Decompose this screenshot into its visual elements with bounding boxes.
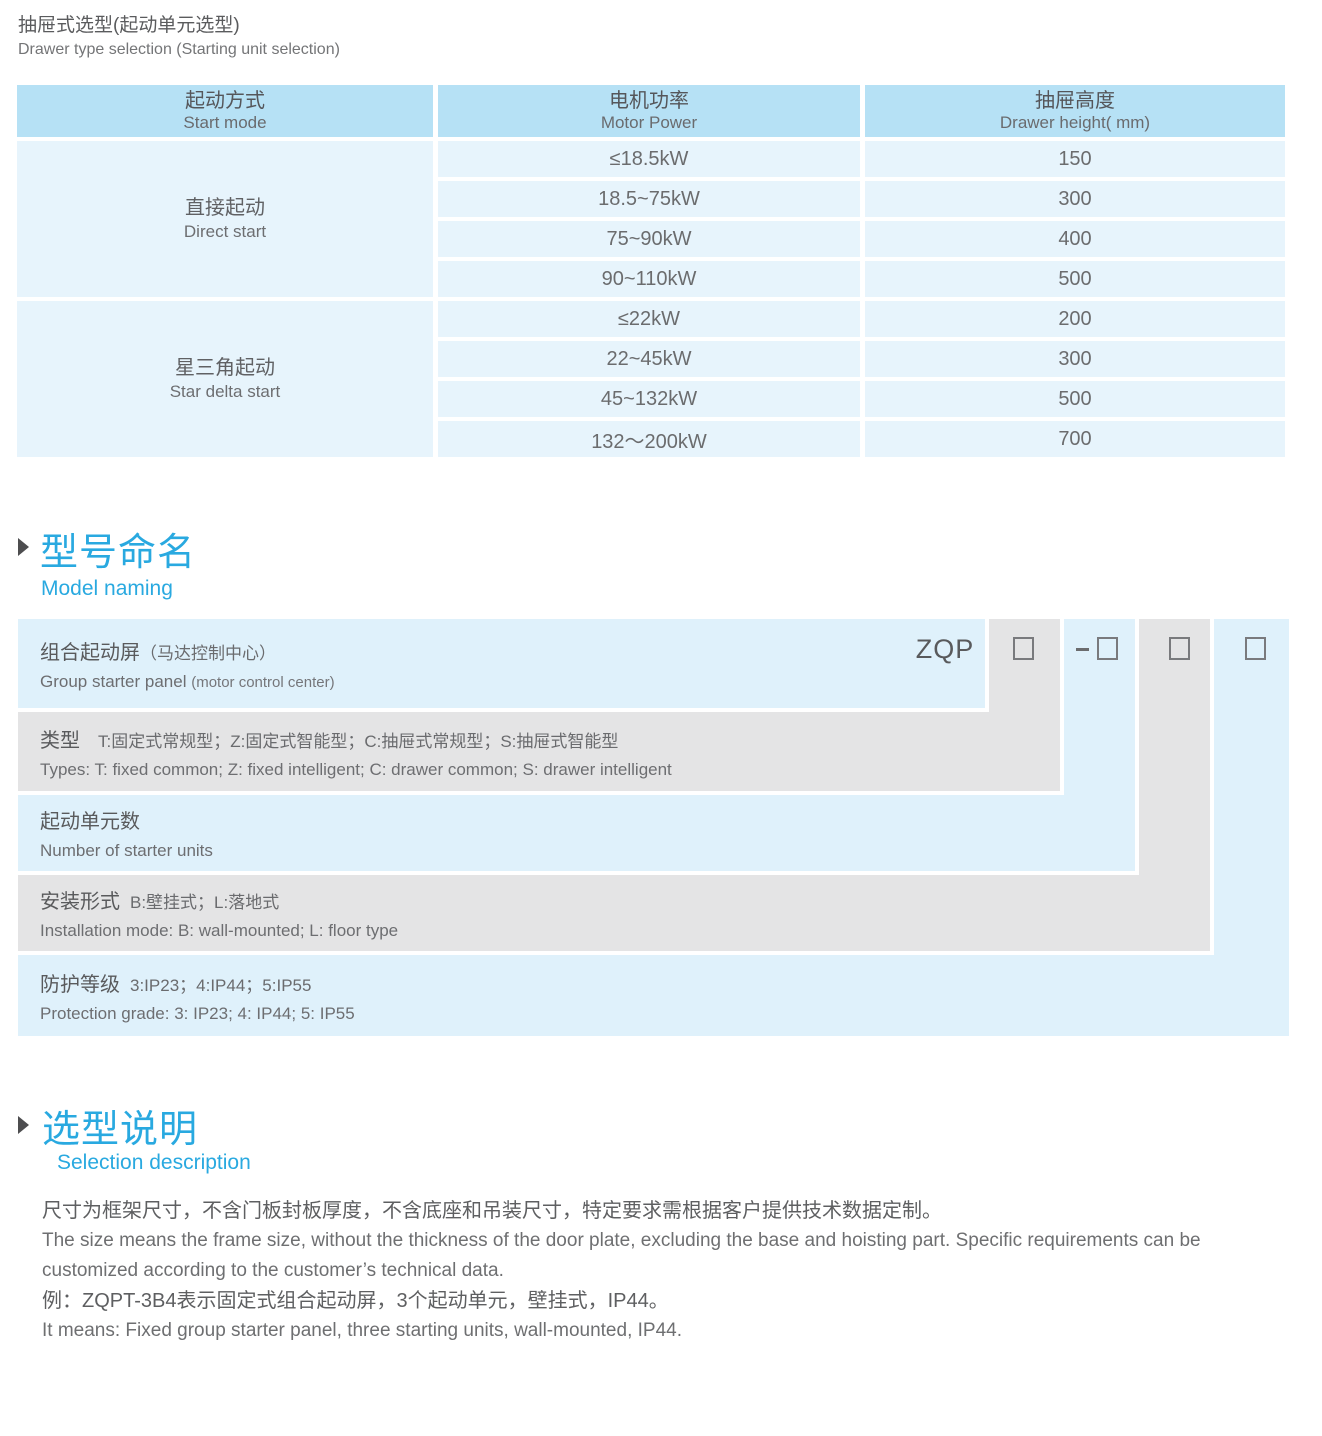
page-title-cn: 抽屉式选型(起动单元选型) xyxy=(18,15,240,36)
motor-power-cell: 132～200kW xyxy=(438,421,860,457)
naming-row-cn-sub: B:壁挂式；L:落地式 xyxy=(130,893,280,912)
drawer-height-cell: 500 xyxy=(865,381,1285,417)
col-header-motor-power: 电机功率 Motor Power xyxy=(438,85,860,137)
drawer-height-cell: 400 xyxy=(865,221,1285,257)
description-paragraph: It means: Fixed group starter panel, thr… xyxy=(42,1320,682,1341)
motor-power-cell: 45~132kW xyxy=(438,381,860,417)
description-paragraph: 例：ZQPT-3B4表示固定式组合起动屏，3个起动单元，壁挂式，IP44。 xyxy=(42,1290,669,1312)
drawer-height-cell: 300 xyxy=(865,341,1285,377)
motor-power-cell: ≤18.5kW xyxy=(438,141,860,177)
group-star-delta-start-en: Star delta start xyxy=(169,381,281,401)
naming-column-strip-protection xyxy=(1212,619,1289,1036)
naming-row-protection-grade: 防护等级 3:IP23；4:IP44；5:IP55 Protection grad… xyxy=(18,955,1289,1036)
naming-row-cn: 类型 T:固定式常规型；Z:固定式智能型；C:抽屉式常规型；S:抽屉式智能型 xyxy=(40,724,1062,753)
col-header-drawer-height-cn: 抽屉高度 xyxy=(1035,89,1115,112)
naming-row-cn: 组合起动屏（马达控制中心） xyxy=(40,636,987,665)
triangle-marker-icon xyxy=(18,538,29,556)
col-header-start-mode-en: Start mode xyxy=(183,112,267,132)
naming-row-starter-units: 起动单元数 Number of starter units xyxy=(18,795,1137,871)
naming-row-en-main: Group starter panel xyxy=(40,671,187,691)
group-direct-start-cn: 直接起动 xyxy=(185,196,265,219)
naming-row-cn-sub: T:固定式常规型；Z:固定式智能型；C:抽屉式常规型；S:抽屉式智能型 xyxy=(98,731,619,751)
drawer-height-cell: 200 xyxy=(865,301,1285,337)
col-header-drawer-height: 抽屉高度 Drawer height( mm) xyxy=(865,85,1285,137)
model-code-box-units xyxy=(1097,637,1118,660)
col-header-motor-power-cn: 电机功率 xyxy=(609,89,689,112)
naming-row-cn-main: 类型 xyxy=(40,729,80,752)
naming-row-en: Types: T: fixed common; Z: fixed intelli… xyxy=(40,759,672,779)
model-naming-heading-en: Model naming xyxy=(41,577,173,600)
motor-power-cell: 90~110kW xyxy=(438,261,860,297)
selection-description-heading-cn: 选型说明 xyxy=(42,1109,199,1151)
col-header-motor-power-en: Motor Power xyxy=(600,112,698,132)
strip-divider xyxy=(985,619,989,712)
col-header-start-mode-cn: 起动方式 xyxy=(185,89,265,112)
model-code-dash xyxy=(1076,648,1089,651)
model-code-box-type xyxy=(1013,637,1034,660)
naming-column-strip-type xyxy=(987,619,1062,791)
naming-row-cn: 起动单元数 xyxy=(40,811,140,833)
motor-power-cell: 18.5~75kW xyxy=(438,181,860,217)
strip-divider xyxy=(1135,619,1139,875)
model-naming-heading-cn: 型号命名 xyxy=(40,532,197,574)
naming-row-cn-sub: （马达控制中心） xyxy=(140,643,276,663)
motor-power-cell: ≤22kW xyxy=(438,301,860,337)
drawer-height-cell: 700 xyxy=(865,421,1285,457)
model-code-prefix: ZQP xyxy=(915,634,975,664)
naming-row-en: Number of starter units xyxy=(40,841,213,860)
naming-row-en: Protection grade: 3: IP23; 4: IP44; 5: I… xyxy=(40,1003,355,1023)
group-direct-start-en: Direct start xyxy=(183,221,267,241)
naming-row-en: Installation mode: B: wall-mounted; L: f… xyxy=(40,921,399,940)
drawer-height-cell: 500 xyxy=(865,261,1285,297)
drawer-height-cell: 300 xyxy=(865,181,1285,217)
description-paragraph: 尺寸为框架尺寸，不含门板封板厚度，不含底座和吊装尺寸，特定要求需根据客户提供技术… xyxy=(42,1200,942,1222)
naming-column-strip-installation xyxy=(1137,619,1212,950)
group-star-delta-start: 星三角起动 Star delta start xyxy=(17,301,433,457)
naming-row-en-sub: (motor control center) xyxy=(191,673,335,691)
col-header-start-mode: 起动方式 Start mode xyxy=(17,85,433,137)
group-direct-start: 直接起动 Direct start xyxy=(17,141,433,297)
model-code-box-installation xyxy=(1169,637,1190,660)
triangle-marker-icon xyxy=(18,1116,29,1134)
motor-power-cell: 75~90kW xyxy=(438,221,860,257)
model-code-box-protection xyxy=(1245,637,1266,660)
strip-divider xyxy=(1210,619,1214,955)
drawer-selection-table: 起动方式 Start mode 电机功率 Motor Power 抽屉高度 Dr… xyxy=(17,85,1285,457)
naming-row-cn-sub: 3:IP23；4:IP44；5:IP55 xyxy=(130,975,312,995)
page-title-en: Drawer type selection (Starting unit sel… xyxy=(18,41,340,58)
strip-divider xyxy=(1060,619,1064,795)
naming-row-group-starter-panel: 组合起动屏（马达控制中心） Group starter panel (motor… xyxy=(18,619,987,708)
motor-power-cell: 22~45kW xyxy=(438,341,860,377)
selection-description-body: 尺寸为框架尺寸，不含门板封板厚度，不含底座和吊装尺寸，特定要求需根据客户提供技术… xyxy=(42,1196,1287,1346)
col-header-drawer-height-en: Drawer height( mm) xyxy=(999,112,1151,132)
naming-row-cn: 防护等级 3:IP23；4:IP44；5:IP55 xyxy=(40,968,1289,997)
naming-row-types: 类型 T:固定式常规型；Z:固定式智能型；C:抽屉式常规型；S:抽屉式智能型 Ty… xyxy=(18,712,1062,791)
naming-row-installation-mode: 安装形式 B:壁挂式；L:落地式 Installation mode: B: wa… xyxy=(18,875,1212,951)
selection-description-heading-en: Selection description xyxy=(57,1151,251,1174)
naming-row-cn-main: 组合起动屏 xyxy=(40,641,140,664)
naming-row-cn-main: 防护等级 xyxy=(40,973,120,996)
naming-row-en: Group starter panel (motor control cente… xyxy=(40,672,987,692)
group-star-delta-start-cn: 星三角起动 xyxy=(175,356,275,379)
description-paragraph: The size means the frame size, without t… xyxy=(42,1230,1201,1281)
naming-row-cn-main: 安装形式 xyxy=(40,891,120,913)
drawer-height-cell: 150 xyxy=(865,141,1285,177)
naming-row-cn: 安装形式 B:壁挂式；L:落地式 xyxy=(40,885,1212,914)
naming-column-strip-units xyxy=(1062,619,1137,870)
